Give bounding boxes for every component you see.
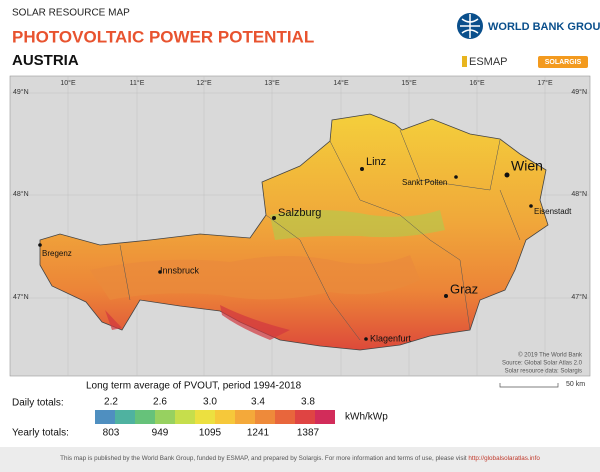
yearly-value: 1241 xyxy=(247,428,270,439)
longitude-label: 14°E xyxy=(333,79,349,87)
city-dot xyxy=(272,216,276,220)
yearly-value: 1095 xyxy=(199,428,222,439)
yearly-value: 949 xyxy=(152,428,169,439)
legend-unit: kWh/kWp xyxy=(345,412,388,423)
map-title: PHOTOVOLTAIC POWER POTENTIAL xyxy=(12,27,314,46)
latitude-label: 47°N xyxy=(13,293,29,301)
yearly-value: 1387 xyxy=(297,428,320,439)
city-label: Eisenstadt xyxy=(534,207,572,216)
daily-value: 2.6 xyxy=(153,397,167,408)
latitude-label: 47°N xyxy=(571,293,587,301)
daily-value: 3.4 xyxy=(251,397,265,408)
longitude-label: 13°E xyxy=(264,79,280,87)
city-label: Bregenz xyxy=(42,249,72,258)
longitude-label: 15°E xyxy=(401,79,417,87)
daily-value: 3.8 xyxy=(301,397,315,408)
country-name: AUSTRIA xyxy=(12,52,79,69)
esmap-mark xyxy=(462,56,467,67)
legend-row-label: Yearly totals: xyxy=(12,428,69,439)
legend-row-label: Daily totals: xyxy=(12,398,64,409)
city-dot xyxy=(454,175,458,179)
color-scale xyxy=(95,410,335,424)
city-label: Klagenfurt xyxy=(370,333,412,343)
latitude-label: 48°N xyxy=(13,190,29,198)
latitude-label: 49°N xyxy=(571,88,587,96)
city-label: Graz xyxy=(450,281,478,296)
solargis-badge xyxy=(538,56,588,68)
city-dot xyxy=(360,167,364,171)
footer-text: This map is published by the World Bank … xyxy=(60,455,468,462)
yearly-value: 803 xyxy=(103,428,120,439)
scale-label: 50 km xyxy=(566,381,585,388)
cities: Linz Wien Sankt Polten Salzburg Eisensta… xyxy=(38,156,572,343)
city-label: Linz xyxy=(366,156,386,168)
footer-note: This map is published by the World Bank … xyxy=(60,455,540,462)
longitude-label: 16°E xyxy=(469,79,485,87)
city-dot xyxy=(38,243,42,247)
longitude-label: 17°E xyxy=(537,79,553,87)
city-dot xyxy=(504,172,510,178)
esmap-logo: ESMAP xyxy=(469,56,508,68)
legend-title: Long term average of PVOUT, period 1994-… xyxy=(86,381,302,392)
city-label: Salzburg xyxy=(278,207,321,219)
footer-link[interactable]: http://globalsolaratlas.info xyxy=(468,455,540,462)
city-label: Sankt Polten xyxy=(402,178,447,187)
state-borders xyxy=(119,129,521,341)
longitude-label: 11°E xyxy=(130,79,145,87)
longitude-label: 12°E xyxy=(196,79,212,87)
scale-bar xyxy=(499,383,559,388)
world-bank-logo: WORLD BANK GROUP xyxy=(488,21,600,33)
city-dot xyxy=(444,294,448,298)
daily-value: 3.0 xyxy=(203,397,217,408)
latitude-label: 49°N xyxy=(13,88,29,96)
city-dot xyxy=(158,270,162,274)
city-dot xyxy=(364,337,368,341)
world-bank-emblem-lines xyxy=(460,14,480,38)
city-dot xyxy=(529,204,533,208)
highland-zone xyxy=(270,210,445,240)
city-label: Wien xyxy=(511,158,543,174)
credit-line: © 2019 The World Bank xyxy=(518,352,583,359)
longitude-label: 10°E xyxy=(60,79,76,87)
high-pv-zone xyxy=(105,305,290,340)
alpine-band xyxy=(90,255,420,300)
daily-value: 2.2 xyxy=(104,397,118,408)
footer-bar xyxy=(0,447,600,472)
credit-line: Source: Global Solar Atlas 2.0 xyxy=(502,361,583,367)
map-category: SOLAR RESOURCE MAP xyxy=(12,8,130,19)
latitude-label: 48°N xyxy=(571,190,587,198)
solargis-logo: SOLARGIS xyxy=(545,59,582,66)
credit-line: Solar resource data: Solargis xyxy=(505,369,582,375)
city-label: Innsbruck xyxy=(160,265,200,275)
